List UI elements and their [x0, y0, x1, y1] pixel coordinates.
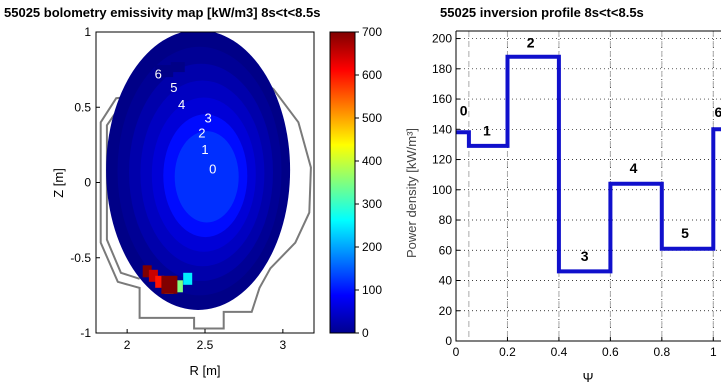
- map-y-tick-label: 0.5: [74, 100, 91, 114]
- colorbar: 0 100 200 300 400 500 600 700: [329, 25, 382, 340]
- profile-y-axis-label: Power density [kW/m³]: [404, 128, 419, 258]
- profile-y-tick-label: 160: [432, 92, 452, 106]
- map-x-tick-label: 2.5: [197, 338, 214, 352]
- segment-label: 3: [581, 248, 589, 264]
- profile-y-tick-label: 200: [432, 32, 452, 46]
- hotspot-core: [161, 275, 178, 294]
- map-y-ticks: -1 -0.5 0 0.5 1: [70, 25, 100, 340]
- segment-label: 2: [527, 35, 535, 51]
- region-label: 4: [178, 97, 185, 112]
- map-y-axis-label: Z [m]: [51, 168, 66, 198]
- profile-y-tick-label: 120: [432, 153, 452, 167]
- map-y-tick-label: -0.5: [70, 251, 91, 265]
- profile-x-tick-label: 0.6: [602, 345, 619, 359]
- colorbar-tick-label: 500: [362, 111, 382, 125]
- profile-y-tick-label: 100: [432, 183, 452, 197]
- segment-label: 0: [460, 103, 468, 119]
- segment-label: 6: [715, 104, 721, 120]
- profile-y-tick-label: 140: [432, 122, 452, 136]
- profile-y-tick-label: 180: [432, 62, 452, 76]
- map-content: 01 23 456: [99, 32, 312, 330]
- map-x-tick-label: 3: [280, 338, 287, 352]
- profile-x-tick-label: 0.8: [653, 345, 670, 359]
- hotspot-cell: [148, 269, 158, 282]
- profile-x-tick-label: 1: [710, 345, 717, 359]
- hotspot-cell: [155, 275, 165, 288]
- plasma-edge-cell: [155, 65, 174, 78]
- segment-label: 1: [483, 122, 491, 138]
- region-label: 3: [204, 110, 211, 125]
- colorbar-tick-label: 200: [362, 240, 382, 254]
- map-x-ticks: 2 2.5 3: [124, 329, 287, 352]
- colorbar-ticks: 0 100 200 300 400 500 600 700: [355, 25, 382, 340]
- colorbar-tick-label: 400: [362, 154, 382, 168]
- segment-label: 4: [630, 160, 638, 176]
- colorbar-tick-label: 0: [362, 326, 369, 340]
- profile-x-tick-label: 0.2: [499, 345, 516, 359]
- region-label: 6: [155, 67, 162, 82]
- colorbar-gradient: [329, 31, 356, 334]
- plasma-edge-cell: [170, 62, 185, 73]
- vessel-wall-inner: [105, 106, 140, 280]
- profile-y-tick-label: 60: [439, 243, 453, 257]
- profile-x-ticks: 0 0.2 0.4 0.6 0.8 1: [453, 337, 717, 359]
- region-label: 2: [198, 125, 205, 140]
- map-y-tick-label: -1: [80, 326, 91, 340]
- plasma-region-0: [174, 131, 239, 223]
- map-x-axis-label: R [m]: [189, 363, 220, 378]
- colorbar-tick-label: 600: [362, 68, 382, 82]
- region-label: 1: [201, 142, 208, 157]
- map-y-tick-label: 1: [84, 25, 91, 39]
- map-y-tick-label: 0: [84, 176, 91, 190]
- profile-y-tick-label: 80: [439, 213, 453, 227]
- profile-x-tick-label: 0.4: [551, 345, 568, 359]
- hotspot-cell: [183, 272, 193, 285]
- colorbar-tick-label: 300: [362, 197, 382, 211]
- profile-title: 55025 inversion profile 8s<t<8.5s: [440, 5, 644, 20]
- segment-label: 5: [681, 225, 689, 241]
- profile-x-axis-label: Ψ: [583, 370, 594, 385]
- emissivity-map-panel: 55025 bolometry emissivity map [kW/m3] 8…: [4, 5, 321, 378]
- profile-segment-labels: 01 2 3 4 5 6: [460, 35, 721, 264]
- profile-x-tick-label: 0: [453, 345, 460, 359]
- profile-y-ticks: 0 20 40 60 80 100 120 140 160 180 200: [432, 32, 460, 348]
- colorbar-tick-label: 100: [362, 283, 382, 297]
- region-label: 0: [209, 162, 216, 177]
- region-label: 5: [170, 80, 177, 95]
- profile-y-tick-label: 20: [439, 304, 453, 318]
- profile-y-tick-label: 40: [439, 274, 453, 288]
- map-x-tick-label: 2: [124, 338, 131, 352]
- series-line: [456, 54, 721, 274]
- map-title: 55025 bolometry emissivity map [kW/m3] 8…: [4, 5, 321, 20]
- profile-y-tick-label: 0: [445, 334, 452, 348]
- inversion-profile-panel: 55025 inversion profile 8s<t<8.5s 012345…: [404, 5, 721, 385]
- colorbar-tick-label: 700: [362, 25, 382, 39]
- hotspot-cell: [173, 280, 183, 293]
- hotspot-cell: [142, 265, 152, 278]
- profile-plot-area: [456, 31, 721, 341]
